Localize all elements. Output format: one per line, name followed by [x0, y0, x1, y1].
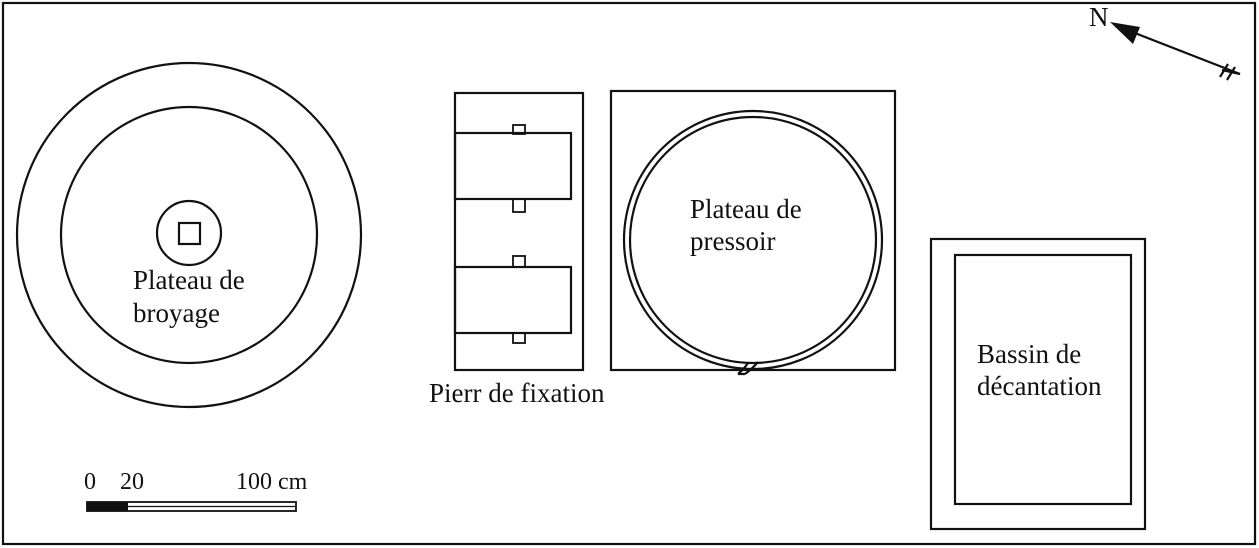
- grinding-plate-label-line1: Plateau de: [133, 265, 245, 295]
- press-plate-outer-rim: [622, 109, 884, 371]
- scale-tick-100cm: 100 cm: [236, 469, 308, 495]
- fixing-stone-lower-slot: [453, 265, 573, 335]
- grinding-plate: Plateau de broyage: [15, 61, 363, 409]
- fixing-stone-label: Pierr de fixation: [429, 378, 605, 408]
- fixing-stone-upper-slot: [453, 131, 573, 201]
- grinding-plate-inner-circle: [59, 105, 319, 365]
- fixing-stone-upper-notch-top: [512, 124, 526, 135]
- scale-tick-0: 0: [84, 469, 96, 495]
- press-plate: Plateau de pressoir: [609, 89, 897, 376]
- fixing-stone: Pierr de fixation: [429, 91, 605, 408]
- press-plate-label-line1: Plateau de: [690, 194, 802, 224]
- settling-basin-outer-wall: [929, 237, 1147, 531]
- grinding-plate-hub: [155, 199, 223, 267]
- fixing-stone-outline: [453, 91, 585, 372]
- press-plate-label-line2: pressoir: [690, 226, 775, 256]
- press-plate-inner-rim: [628, 115, 878, 365]
- north-arrow: N: [1089, 2, 1241, 81]
- grinding-plate-label-line2: broyage: [133, 298, 220, 328]
- north-arrow-fletching-icon: [1219, 63, 1241, 81]
- north-arrowhead-icon: [1110, 22, 1140, 44]
- grinding-plate-outer-circle: [15, 61, 363, 409]
- settling-basin: Bassin de décantation: [929, 237, 1147, 531]
- settling-basin-inner-wall: [953, 253, 1133, 506]
- north-label: N: [1089, 2, 1109, 32]
- press-plate-spout: [737, 361, 759, 376]
- fixing-stone-upper-notch-bottom: [512, 198, 526, 213]
- fixing-stone-lower-notch-bottom: [512, 332, 526, 344]
- settling-basin-label-line1: Bassin de: [977, 339, 1081, 369]
- settling-basin-label-line2: décantation: [977, 371, 1102, 401]
- north-arrow-shaft: [1121, 26, 1241, 76]
- scale-tick-20: 20: [120, 469, 144, 495]
- scale-bar: 0 20 100 cm: [84, 469, 308, 512]
- fixing-stone-lower-notch-top: [512, 255, 526, 268]
- grinding-plate-square-socket: [177, 221, 202, 246]
- scale-bar-filled-segment: [87, 502, 128, 511]
